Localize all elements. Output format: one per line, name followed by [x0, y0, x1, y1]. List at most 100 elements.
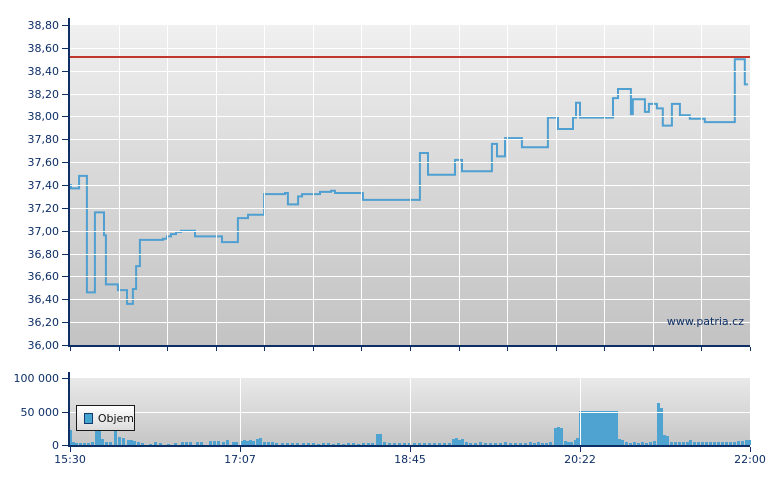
price-x-tick [410, 347, 411, 351]
volume-bar [69, 430, 72, 445]
price-y-tick-label: 38,80 [27, 19, 60, 32]
volume-bar [533, 443, 536, 445]
volume-bar [689, 440, 692, 445]
volume-bar [615, 411, 618, 445]
volume-bar [745, 440, 748, 445]
volume-bar [213, 441, 216, 445]
volume-bar [574, 440, 577, 445]
volume-bar [352, 443, 355, 445]
volume-bar [275, 443, 278, 445]
volume-bar [600, 411, 603, 445]
price-gridline-vertical [701, 25, 702, 345]
volume-bar [545, 443, 548, 445]
volume-bar [701, 442, 704, 445]
volume-bar [693, 442, 696, 445]
price-y-axis-line [68, 18, 70, 347]
time-axis-label: 15:30 [54, 453, 86, 466]
price-y-tick [62, 208, 68, 209]
volume-bar [717, 442, 720, 445]
volume-bar [83, 443, 86, 445]
volume-bar [302, 443, 305, 445]
volume-bar [594, 411, 597, 445]
volume-bar [448, 443, 451, 445]
price-y-tick-label: 36,40 [27, 293, 60, 306]
volume-bar [560, 428, 563, 445]
volume-bar [122, 438, 125, 445]
volume-legend-swatch-icon [84, 412, 93, 424]
volume-gridline-vertical [580, 378, 581, 445]
volume-bar [645, 443, 648, 445]
volume-bar [423, 443, 426, 445]
price-y-tick-label: 37,00 [27, 225, 60, 238]
price-y-tick [62, 48, 68, 49]
volume-bar [504, 442, 507, 445]
price-gridline-vertical [216, 25, 217, 345]
volume-bar [597, 411, 600, 445]
volume-bar [585, 411, 588, 445]
volume-bar [307, 443, 310, 445]
price-y-tick-label: 36,60 [27, 270, 60, 283]
volume-bar [159, 443, 162, 445]
volume-bar [509, 443, 512, 445]
volume-bar [524, 443, 527, 445]
volume-bar [388, 443, 391, 445]
price-y-tick [62, 254, 68, 255]
volume-bar [484, 443, 487, 445]
volume-bar [557, 427, 560, 445]
volume-bar [603, 411, 606, 445]
volume-bar [649, 442, 652, 445]
volume-bar [393, 443, 396, 445]
volume-bar [362, 443, 365, 445]
volume-bar [149, 444, 152, 445]
volume-bar [529, 442, 532, 445]
volume-bar [438, 443, 441, 445]
price-gridline-vertical [313, 25, 314, 345]
volume-bar [98, 428, 101, 445]
volume-bar [474, 443, 477, 445]
volume-bar [367, 443, 370, 445]
price-y-tick-label: 37,20 [27, 202, 60, 215]
volume-y-tick [62, 378, 68, 379]
volume-bar [209, 441, 212, 445]
volume-bar [748, 440, 751, 445]
volume-bar [606, 411, 609, 445]
volume-bar [541, 443, 544, 445]
volume-bar [79, 443, 82, 445]
price-x-tick [653, 347, 654, 351]
volume-bar [641, 442, 644, 445]
volume-bar [591, 411, 594, 445]
price-y-tick [62, 276, 68, 277]
price-x-tick [70, 347, 71, 351]
volume-bar [564, 441, 567, 445]
price-y-tick-label: 38,60 [27, 42, 60, 55]
volume-bar [433, 443, 436, 445]
time-axis-tick [240, 447, 241, 452]
volume-bar [418, 443, 421, 445]
volume-bar [612, 411, 615, 445]
volume-bar [479, 442, 482, 445]
volume-bar [322, 443, 325, 445]
volume-bar [554, 428, 557, 445]
volume-bar [72, 442, 75, 445]
volume-bar [713, 442, 716, 445]
price-x-tick [701, 347, 702, 351]
volume-bar [625, 442, 628, 445]
volume-bar [196, 442, 199, 445]
volume-bar [109, 442, 112, 445]
volume-bar [455, 438, 458, 445]
price-y-tick [62, 231, 68, 232]
volume-bar [499, 443, 502, 445]
price-series-line [70, 58, 748, 305]
volume-bar [663, 435, 666, 445]
price-gridline-vertical [361, 25, 362, 345]
volume-bar [458, 440, 461, 445]
volume-bar [741, 441, 744, 445]
price-y-tick-label: 37,60 [27, 156, 60, 169]
price-gridline-vertical [604, 25, 605, 345]
volume-bar [469, 443, 472, 445]
volume-bar [141, 443, 144, 445]
volume-bar [75, 443, 78, 445]
volume-bar [235, 442, 238, 445]
price-x-tick [556, 347, 557, 351]
